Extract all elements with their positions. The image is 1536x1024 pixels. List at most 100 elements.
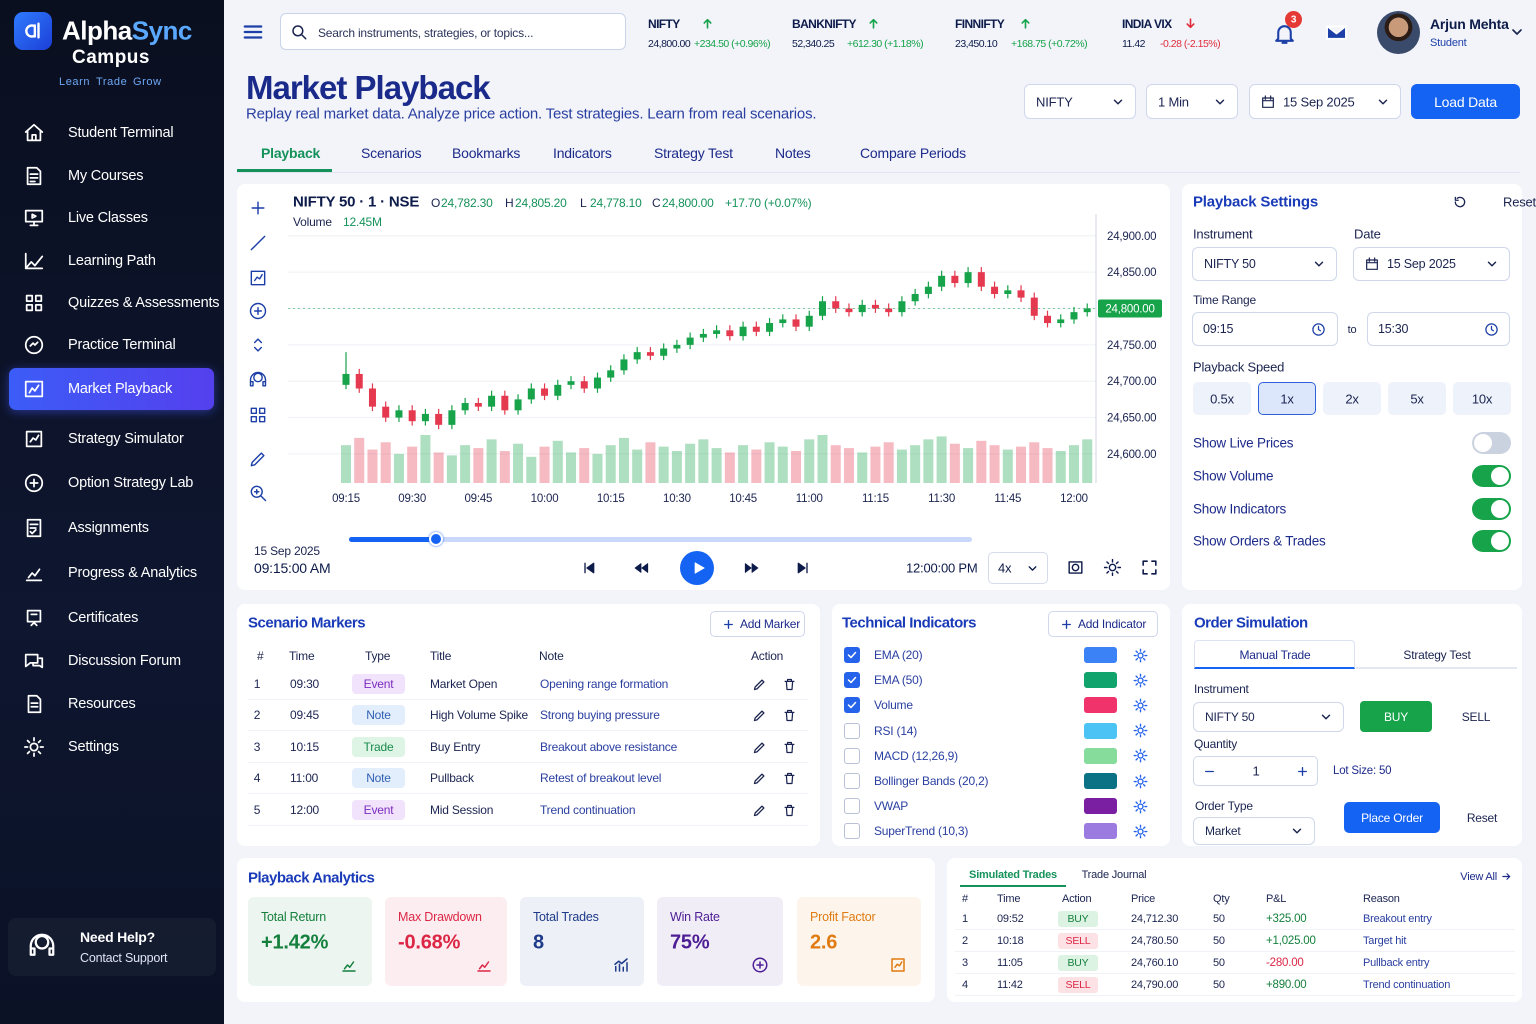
nav-item[interactable]: Assignments [68, 520, 149, 536]
place-order-button[interactable] [1344, 802, 1440, 833]
settings-reset[interactable]: Reset [1503, 194, 1536, 210]
order-instrument-select[interactable] [1193, 702, 1344, 732]
view-all-link[interactable]: View All [1460, 871, 1497, 883]
rewind[interactable] [632, 559, 650, 577]
nav-item[interactable]: Strategy Simulator [68, 431, 184, 447]
indicator-settings[interactable] [1133, 774, 1148, 789]
indicator-checkbox[interactable] [844, 747, 860, 764]
tab[interactable]: Compare Periods [860, 145, 966, 161]
speed-option[interactable] [1388, 382, 1446, 415]
notification-bell[interactable] [1272, 21, 1297, 46]
settings-instrument-select[interactable] [1192, 247, 1337, 281]
indicator-color[interactable] [1084, 798, 1117, 815]
indicator-settings[interactable] [1133, 799, 1148, 814]
nav-active[interactable] [9, 368, 214, 410]
indicator-checkbox[interactable] [844, 647, 860, 663]
nav-item[interactable]: Market Playback [68, 381, 173, 397]
nav-item[interactable]: Discussion Forum [68, 653, 181, 669]
drawing-tool[interactable] [248, 233, 268, 253]
delete-button[interactable] [782, 740, 797, 755]
trades-tab[interactable]: Trade Journal [1081, 869, 1147, 881]
indicator-checkbox[interactable] [844, 798, 860, 815]
quantity-increase[interactable] [1296, 765, 1309, 778]
drawing-tool[interactable] [248, 335, 268, 355]
help-text[interactable]: Contact Support [80, 951, 168, 965]
drawing-tool[interactable] [248, 301, 268, 321]
instrument-select[interactable] [1024, 84, 1136, 119]
nav-item[interactable]: Live Classes [68, 210, 148, 226]
indicator-checkbox[interactable] [844, 823, 860, 840]
trades-tab[interactable]: Simulated Trades [969, 869, 1057, 881]
add-marker-button[interactable] [710, 611, 805, 637]
screenshot-button[interactable] [1066, 558, 1085, 577]
nav-item[interactable]: Progress & Analytics [68, 565, 197, 581]
drawing-tool[interactable] [248, 449, 268, 469]
add-indicator-button[interactable] [1048, 611, 1158, 637]
indicator-settings[interactable] [1133, 824, 1148, 839]
start-time-input[interactable] [1192, 312, 1338, 346]
skip-start[interactable] [581, 560, 597, 576]
drawing-tool[interactable] [248, 268, 268, 288]
indicator-settings[interactable] [1133, 673, 1148, 688]
fast-forward[interactable] [743, 559, 761, 577]
date-select[interactable] [1249, 84, 1401, 119]
edit-button[interactable] [752, 740, 767, 755]
order-tab[interactable] [1356, 640, 1517, 669]
edit-button[interactable] [752, 708, 767, 723]
edit-button[interactable] [752, 803, 767, 818]
indicator-settings[interactable] [1133, 723, 1148, 738]
load-button[interactable] [1411, 84, 1520, 119]
tab[interactable]: Strategy Test [654, 145, 733, 161]
avatar[interactable] [1377, 11, 1420, 54]
drawing-tool[interactable] [248, 198, 268, 218]
order-tab[interactable] [1194, 640, 1355, 669]
tab[interactable]: Bookmarks [452, 145, 521, 161]
indicator-color[interactable] [1084, 697, 1117, 714]
settings-button[interactable] [1103, 558, 1122, 577]
buy-button[interactable] [1360, 701, 1432, 732]
speed-option[interactable] [1193, 382, 1251, 415]
speed-option[interactable] [1323, 382, 1381, 415]
delete-button[interactable] [782, 771, 797, 786]
indicator-color[interactable] [1084, 647, 1117, 663]
nav-item[interactable]: Learning Path [68, 253, 156, 269]
tab[interactable]: Playback [261, 145, 321, 161]
end-time-input[interactable] [1367, 312, 1510, 346]
progress-track[interactable] [349, 537, 972, 542]
nav-item[interactable]: Practice Terminal [68, 337, 176, 353]
indicator-settings[interactable] [1133, 698, 1148, 713]
indicator-color[interactable] [1084, 722, 1117, 739]
drawing-tool[interactable] [248, 483, 268, 503]
tab[interactable]: Indicators [553, 145, 612, 161]
fullscreen-button[interactable] [1140, 558, 1159, 577]
settings-date-select[interactable] [1353, 247, 1510, 281]
sell-button[interactable] [1442, 701, 1510, 732]
search-box[interactable] [280, 13, 626, 50]
nav-item[interactable]: Quizzes & Assessments [68, 295, 220, 311]
drawing-tool[interactable] [248, 405, 268, 425]
nav-item[interactable]: Settings [68, 739, 119, 755]
quantity-decrease[interactable] [1203, 765, 1216, 778]
tab[interactable]: Scenarios [361, 145, 422, 161]
indicator-color[interactable] [1084, 773, 1117, 789]
nav-item[interactable]: Option Strategy Lab [68, 475, 194, 491]
user-menu-chevron[interactable] [1509, 24, 1525, 40]
indicator-color[interactable] [1084, 823, 1117, 840]
indicator-color[interactable] [1084, 672, 1117, 689]
progress-knob[interactable] [429, 532, 443, 546]
indicator-settings[interactable] [1133, 748, 1148, 763]
indicator-checkbox[interactable] [844, 697, 860, 714]
delete-button[interactable] [782, 803, 797, 818]
delete-button[interactable] [782, 677, 797, 692]
edit-button[interactable] [752, 677, 767, 692]
speed-option[interactable] [1453, 382, 1511, 415]
mail-icon[interactable] [1324, 20, 1349, 45]
nav-item[interactable]: Resources [68, 696, 136, 712]
indicator-checkbox[interactable] [844, 722, 860, 739]
nav-item[interactable]: Certificates [68, 610, 139, 626]
speed-option[interactable] [1258, 382, 1316, 415]
tab[interactable]: Notes [775, 145, 811, 161]
nav-item[interactable]: Student Terminal [68, 125, 174, 141]
nav-item[interactable]: My Courses [68, 168, 144, 184]
indicator-checkbox[interactable] [844, 773, 860, 789]
